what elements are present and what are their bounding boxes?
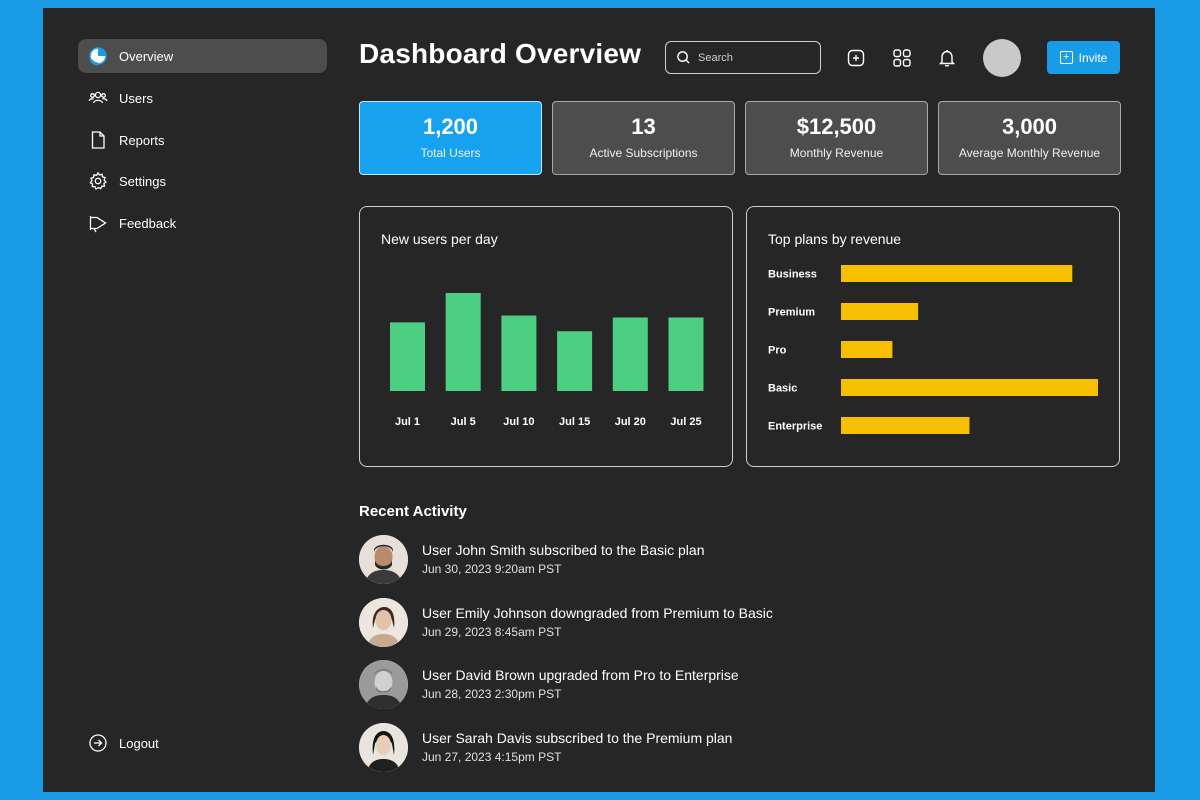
invite-button[interactable]: + Invite [1047,41,1120,74]
activity-item: User Emily Johnson downgraded from Premi… [359,598,1059,648]
pie-chart-icon [88,46,108,66]
new-users-chart-panel: Jul 1 Jul 5 Jul 10 Jul 15 Jul 20 Jul 25 New u… [359,206,733,467]
logout-icon [88,733,108,753]
stat-value: 1,200 [422,114,479,139]
invite-label: Invite [1078,50,1108,65]
sidebar: Overview Users Reports Settings Feedback [43,8,343,792]
top-plans-chart-panel: Business Premium Pro Basic Enterprise Top pl… [746,206,1120,467]
stat-card-monthly-revenue: $12,500 Monthly Revenue [745,101,928,175]
x-tick-label: Jul 15 [559,416,590,428]
chart-bar [557,331,593,391]
y-tick-label: Premium [768,307,815,319]
sidebar-item-label: Reports [119,132,165,148]
activity-text: User Sarah Davis subscribed to the Premi… [422,730,733,746]
sidebar-item-feedback[interactable]: Feedback [78,206,327,240]
bell-icon[interactable] [936,47,958,69]
stat-card-active-subscriptions: 13 Active Subscriptions [552,101,735,175]
y-tick-label: Basic [768,383,797,395]
x-tick-label: Jul 20 [615,416,646,428]
megaphone-icon [88,213,108,233]
avatar [359,723,408,772]
x-tick-label: Jul 1 [395,416,420,428]
chart-bar [841,417,970,434]
logout-label: Logout [119,735,159,751]
activity-time: Jun 29, 2023 8:45am PST [422,625,562,639]
stat-value: 3,000 [1001,114,1058,139]
page-title: Dashboard Overview [359,38,642,69]
activity-text: User David Brown upgraded from Pro to En… [422,667,739,683]
users-icon [88,88,108,108]
gear-icon [88,171,108,191]
activity-time: Jun 30, 2023 9:20am PST [422,562,562,576]
sidebar-item-overview[interactable]: Overview [78,39,327,73]
activity-item: User David Brown upgraded from Pro to En… [359,660,1059,710]
x-tick-label: Jul 10 [503,416,534,428]
top-plans-bar-chart: Business Premium Pro Basic Enterprise [768,265,1098,434]
chart-bar [841,265,1073,282]
y-tick-label: Pro [768,345,787,357]
avatar [359,660,408,709]
avatar [359,598,408,647]
sidebar-item-label: Settings [119,173,166,189]
activity-item: User Sarah Davis subscribed to the Premi… [359,723,1059,773]
logout-button[interactable]: Logout [78,726,327,760]
document-icon [88,130,108,150]
sidebar-item-settings[interactable]: Settings [78,164,327,198]
chart-bar [390,322,425,391]
activity-time: Jun 28, 2023 2:30pm PST [422,687,562,701]
apps-grid-icon[interactable] [891,47,913,69]
activity-time: Jun 27, 2023 4:15pm PST [422,750,562,764]
chart-title: New users per day [381,231,498,247]
chart-bar [841,379,1098,396]
activity-text: User Emily Johnson downgraded from Premi… [422,605,773,621]
chart-bar [445,293,481,391]
app-window: Overview Users Reports Settings Feedback [43,8,1155,792]
chart-bar [668,317,704,391]
sidebar-item-label: Users [119,90,153,106]
y-tick-label: Enterprise [768,421,822,433]
add-square-icon[interactable] [845,47,867,69]
chart-bar [612,317,648,391]
stat-label: Total Users [420,146,481,160]
stat-label: Monthly Revenue [789,146,884,160]
stat-label: Active Subscriptions [589,146,698,160]
x-tick-label: Jul 25 [670,416,701,428]
sidebar-item-label: Feedback [119,215,177,231]
search-icon [677,51,690,64]
chart-title: Top plans by revenue [768,231,902,247]
search-box[interactable] [665,41,821,74]
chart-bar [841,341,893,358]
avatar [359,535,408,584]
sidebar-item-users[interactable]: Users [78,81,327,115]
sidebar-item-reports[interactable]: Reports [78,123,327,157]
y-tick-label: Business [768,269,817,281]
chart-bar [841,303,919,320]
search-input[interactable] [698,51,808,64]
stat-value: $12,500 [796,114,877,139]
activity-text: User John Smith subscribed to the Basic … [422,542,705,558]
activity-item: User John Smith subscribed to the Basic … [359,535,1059,585]
stat-card-total-users: 1,200 Total Users [359,101,542,175]
plus-icon: + [1059,51,1073,64]
user-avatar[interactable] [983,39,1021,77]
x-tick-label: Jul 5 [451,416,476,428]
chart-bar [501,315,537,391]
stat-card-average-monthly-revenue: 3,000 Average Monthly Revenue [938,101,1121,175]
stat-value: 13 [631,114,656,139]
new-users-bar-chart: Jul 1 Jul 5 Jul 10 Jul 15 Jul 20 Jul 25 [390,293,704,428]
stat-label: Average Monthly Revenue [958,146,1101,160]
sidebar-item-label: Overview [119,48,174,64]
recent-activity-title: Recent Activity [359,503,467,520]
